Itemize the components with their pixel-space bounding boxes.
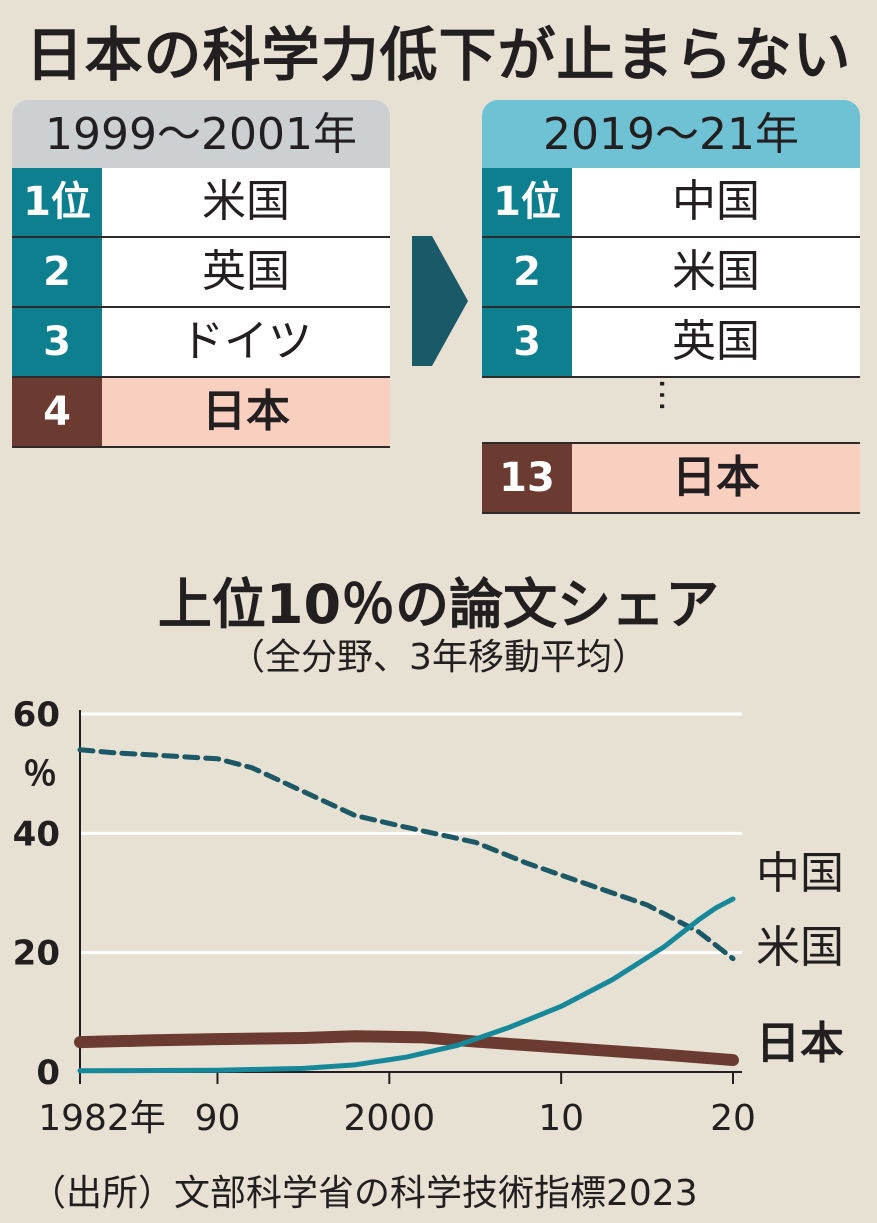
chart-title: 上位10％の論文シェア <box>157 573 720 636</box>
rank-number: 3 <box>482 308 572 376</box>
country-name: 英国 <box>672 316 760 367</box>
chart-subtitle: （全分野、3年移動平均） <box>229 637 648 678</box>
y-tick-label: 60 <box>13 695 60 735</box>
y-tick-label: 20 <box>13 934 60 974</box>
y-tick-label: 0 <box>36 1053 60 1093</box>
country-name: ドイツ <box>180 316 312 367</box>
ranking-row: 2 英国 <box>12 238 390 308</box>
ranking-header: 1999〜2001年 <box>12 100 390 168</box>
rank-number: 4 <box>12 378 102 446</box>
series-line-japan <box>74 1030 739 1067</box>
y-unit-label: ％ <box>23 755 57 795</box>
ranking-row: 3 英国 <box>482 308 860 378</box>
ranking-table-2019-21: 2019〜21年 1位 中国 2 米国 3 英国 … 13 日本 <box>482 100 860 514</box>
country-name: 日本 <box>672 452 760 503</box>
x-tick-label: 2000 <box>344 1098 436 1139</box>
ranking-row: 1位 米国 <box>12 168 390 238</box>
x-tick-label: 10 <box>538 1098 584 1139</box>
ranking-row: 2 米国 <box>482 238 860 308</box>
x-tick-label: 1982年 <box>38 1098 166 1139</box>
source-note: （出所）文部科学省の科学技術指標2023 <box>30 1173 698 1214</box>
rank-number: 2 <box>12 238 102 306</box>
country-name: 米国 <box>672 246 760 297</box>
country-name: 米国 <box>202 176 290 227</box>
series-label: 中国 <box>756 848 844 899</box>
rank-number: 1位 <box>12 168 102 236</box>
country-name: 英国 <box>202 246 290 297</box>
y-tick-label: 40 <box>13 814 60 854</box>
arrow-right-icon <box>412 236 468 366</box>
country-name: 日本 <box>202 386 290 437</box>
ranking-row-japan: 13 日本 <box>482 444 860 514</box>
ranking-ellipsis: … <box>482 378 860 444</box>
rank-number: 2 <box>482 238 572 306</box>
ranking-table-1999-2001: 1999〜2001年 1位 米国 2 英国 3 ドイツ 4 日本 <box>12 100 390 448</box>
ranking-row-japan: 4 日本 <box>12 378 390 448</box>
series-line-china <box>77 896 736 1074</box>
series-line-usa <box>77 747 736 962</box>
country-name: 中国 <box>672 176 760 227</box>
ranking-row: 1位 中国 <box>482 168 860 238</box>
x-tick-label: 20 <box>710 1098 756 1139</box>
ranking-row: 3 ドイツ <box>12 308 390 378</box>
rank-number: 1位 <box>482 168 572 236</box>
main-title: 日本の科学力低下が止まらない <box>25 21 852 89</box>
rank-number: 13 <box>482 444 572 512</box>
series-label: 日本 <box>756 1018 844 1069</box>
ranking-header: 2019〜21年 <box>482 100 860 168</box>
series-label: 米国 <box>756 922 844 973</box>
x-tick-label: 90 <box>195 1098 241 1139</box>
rank-number: 3 <box>12 308 102 376</box>
